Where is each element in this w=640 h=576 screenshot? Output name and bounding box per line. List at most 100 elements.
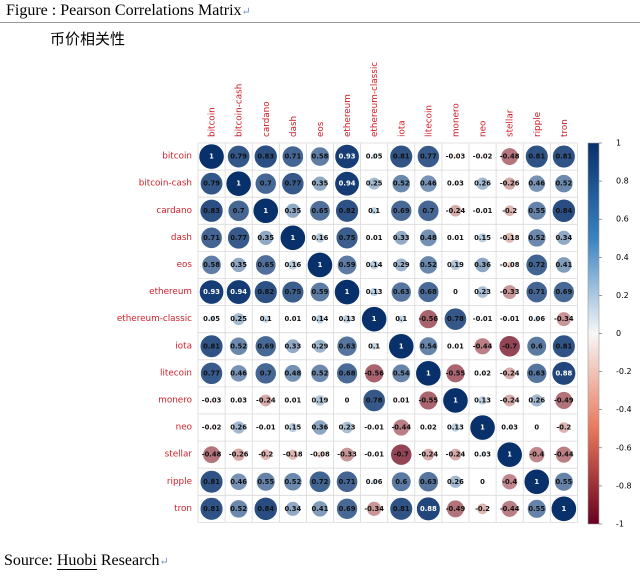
column-label: dash xyxy=(289,116,299,137)
correlation-circle xyxy=(337,254,358,275)
correlation-circle xyxy=(314,394,326,407)
correlation-value-label: 0.77 xyxy=(230,234,247,242)
correlation-circle xyxy=(452,181,458,187)
correlation-value-label: 0.15 xyxy=(284,424,301,432)
correlation-value-label: 0.55 xyxy=(257,478,274,486)
correlation-circle xyxy=(199,334,224,358)
correlation-circle xyxy=(502,176,517,191)
column-label: bitcoin-cash xyxy=(235,84,245,137)
correlation-circle xyxy=(557,421,570,434)
source-line: Source: Huobi Research↵ xyxy=(4,552,169,570)
correlation-value-label: 0.03 xyxy=(501,424,518,432)
correlation-value-label: -0.2 xyxy=(475,505,490,513)
correlation-value-label: 0.01 xyxy=(366,234,383,242)
correlation-value-label: 0.81 xyxy=(203,342,220,350)
correlation-value-label: 0.54 xyxy=(393,369,410,377)
row-label: iota xyxy=(175,341,192,351)
column-label: litecoin xyxy=(424,105,434,137)
correlation-value-label: 0.93 xyxy=(339,153,356,161)
correlation-value-label: -0.49 xyxy=(446,505,466,513)
correlation-circle xyxy=(503,366,517,380)
correlation-value-label: -0.48 xyxy=(500,153,520,161)
correlation-value-label: 0.35 xyxy=(230,261,247,269)
correlation-circle xyxy=(334,279,360,305)
correlation-circle xyxy=(453,236,458,240)
correlation-circle xyxy=(342,314,352,324)
correlation-circle xyxy=(527,174,546,193)
correlation-circle xyxy=(312,339,328,354)
source-suffix: Research xyxy=(96,552,160,569)
correlation-circle xyxy=(199,198,224,223)
column-label: eos xyxy=(316,121,326,137)
correlation-value-label: 0.35 xyxy=(284,207,301,215)
correlation-circle xyxy=(285,501,301,517)
correlation-circle xyxy=(335,199,359,223)
correlation-value-label: 0.52 xyxy=(555,180,572,188)
correlation-circle xyxy=(551,361,576,386)
correlation-circle xyxy=(230,257,247,273)
correlation-circle xyxy=(229,364,248,383)
correlation-circle xyxy=(554,472,574,492)
correlation-value-label: 1 xyxy=(372,315,377,323)
correlation-circle xyxy=(501,473,518,491)
correlation-circle xyxy=(199,470,224,494)
correlation-circle xyxy=(500,147,519,166)
correlation-value-label: 0.81 xyxy=(555,342,572,350)
correlation-circle xyxy=(526,363,548,384)
source-link[interactable]: Huobi xyxy=(56,552,97,570)
correlation-circle xyxy=(308,470,331,493)
correlation-value-label: 0.88 xyxy=(555,369,572,377)
correlation-circle xyxy=(287,449,299,461)
correlation-circle xyxy=(254,335,277,358)
correlation-circle xyxy=(418,390,438,411)
correlation-value-label: 0.58 xyxy=(312,153,329,161)
correlation-value-label: 0 xyxy=(480,478,485,486)
correlation-value-label: -0.56 xyxy=(419,315,439,323)
correlation-circle xyxy=(312,175,328,192)
correlation-value-label: 0.59 xyxy=(339,261,356,269)
correlation-value-label: 0.15 xyxy=(474,234,491,242)
correlation-value-label: 0.78 xyxy=(366,396,383,404)
correlation-circle xyxy=(418,309,439,329)
correlation-value-label: 0.01 xyxy=(393,396,410,404)
correlation-value-label: -0.01 xyxy=(256,424,276,432)
correlation-value-label: 0.79 xyxy=(203,180,220,188)
correlation-value-label: -0.26 xyxy=(229,451,249,459)
row-label: ethereum-classic xyxy=(117,314,192,324)
correlation-circle xyxy=(480,208,485,213)
correlation-circle xyxy=(393,230,409,246)
correlation-value-label: -0.33 xyxy=(500,288,520,296)
correlation-circle xyxy=(554,391,573,410)
figure-separator: : xyxy=(47,2,61,19)
correlation-value-label: 0.35 xyxy=(312,180,329,188)
correlation-circle xyxy=(556,230,572,246)
correlation-circle xyxy=(253,144,278,169)
correlation-value-label: 0.41 xyxy=(555,261,572,269)
correlation-value-label: 1 xyxy=(318,261,323,269)
correlation-value-label: 0.02 xyxy=(420,424,437,432)
row-label: cardano xyxy=(156,206,192,216)
correlation-circle xyxy=(475,176,490,191)
paragraph-mark-icon: ↵ xyxy=(159,556,169,568)
correlation-circle xyxy=(370,478,378,486)
correlation-value-label: -0.01 xyxy=(364,424,384,432)
correlation-value-label: 0.7 xyxy=(260,369,272,377)
correlation-circle xyxy=(362,389,386,412)
correlation-circle xyxy=(229,336,249,356)
correlation-value-label: 0.33 xyxy=(393,234,410,242)
correlation-value-label: 0.84 xyxy=(555,207,572,215)
correlation-value-label: 0.6 xyxy=(395,478,407,486)
correlation-circle xyxy=(232,312,246,326)
column-label: tron xyxy=(560,119,570,137)
correlation-circle xyxy=(334,144,360,170)
correlation-value-label: 0.19 xyxy=(447,261,464,269)
correlation-circle xyxy=(416,145,440,168)
correlation-circle xyxy=(480,154,485,159)
row-label: monero xyxy=(158,395,192,405)
correlation-value-label: 0.1 xyxy=(260,315,272,323)
correlation-value-label: -0.02 xyxy=(202,424,222,432)
correlation-value-label: 0.81 xyxy=(203,478,220,486)
correlation-circle xyxy=(419,228,438,247)
row-label: bitcoin xyxy=(162,152,192,162)
correlation-circle xyxy=(227,199,250,222)
